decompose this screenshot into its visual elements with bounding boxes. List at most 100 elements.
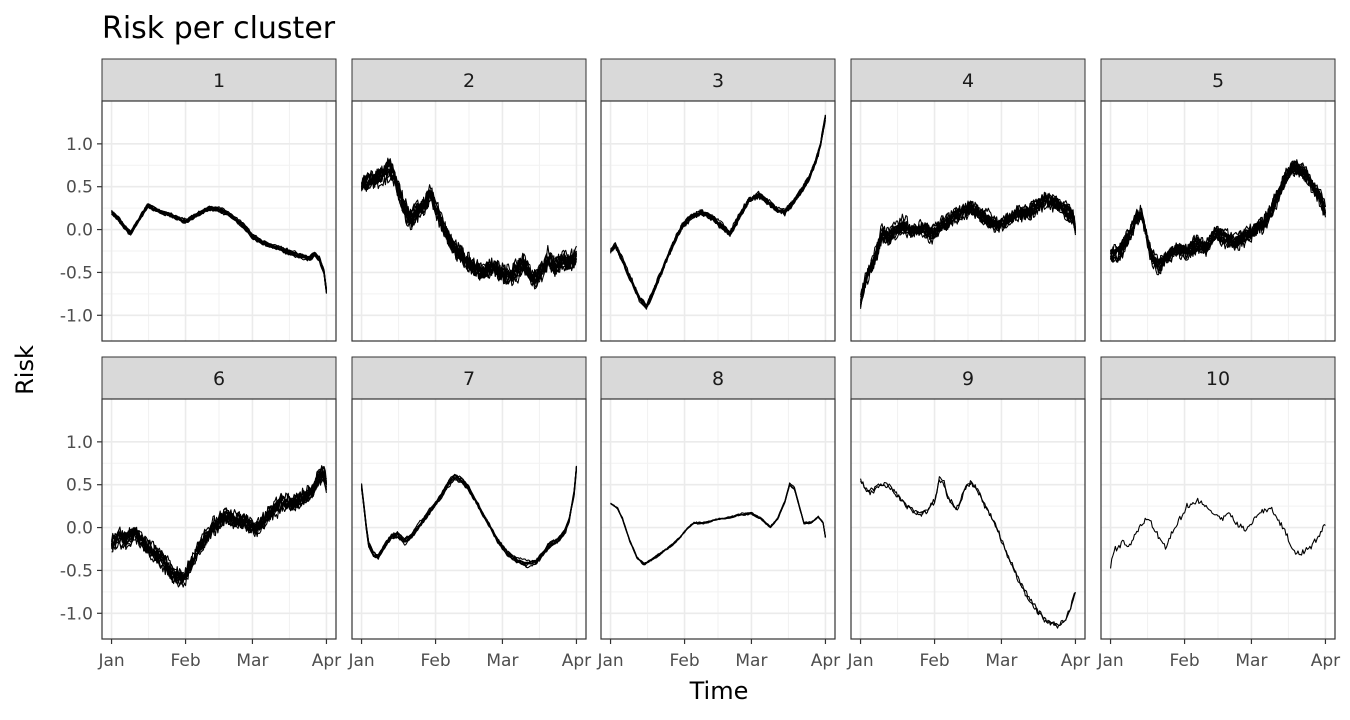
series-line [361,466,577,564]
gridlines [601,399,835,639]
facet-strip [101,58,337,102]
x-tick-label: Jan [347,651,374,671]
x-tick-label: Feb [1170,651,1200,671]
facet-strip-label: 8 [712,368,724,390]
series-group [111,203,327,294]
y-tick-label: 1.0 [66,135,93,155]
series-group [610,482,826,566]
facet-strip-label: 7 [463,368,475,390]
y-tick-label: -1.0 [60,306,93,326]
panel-border [1100,100,1336,342]
gridlines [352,101,586,341]
facet-strip [1100,58,1336,102]
series-line [1110,164,1326,274]
facet-panel-6: 6 1.0 0.5 0.0 -0.5 -1.0 Jan Feb Mar Apr [60,356,341,671]
facet-strip [101,356,337,400]
x-axis-title: Time [689,677,749,705]
gridlines [352,399,586,639]
y-axis-title: Risk [11,345,39,395]
facet-strip-label: 10 [1206,368,1230,390]
panel-border [600,100,836,342]
facet-panel-2: 2 [351,58,587,342]
series-line [361,168,577,290]
series-group [860,191,1076,309]
facet-strip [351,356,587,400]
series-group [111,465,327,588]
facet-strip-label: 1 [213,70,225,92]
series-line [111,205,327,292]
series-group [361,465,577,569]
series-line [111,472,327,579]
facet-panel-8: 8 Jan Feb Mar Apr [596,356,840,671]
y-tick-label: -0.5 [60,263,93,283]
x-tick-label: Apr [562,651,591,671]
facet-strip [1100,356,1336,400]
series-line [860,201,1076,307]
series-line [860,192,1076,298]
y-tick-label: 1.0 [66,433,93,453]
x-tick-label: Apr [1311,651,1340,671]
facet-strip-label: 9 [962,368,974,390]
facet-panel-1: 1 1.0 0.5 0.0 -0.5 -1.0 [60,58,337,342]
x-tick-label: Feb [421,651,451,671]
facet-strip-label: 2 [463,70,475,92]
x-tick-label: Jan [1096,651,1123,671]
series-line [860,476,1076,627]
series-line [111,465,327,582]
series-line [610,483,826,566]
series-line [860,479,1076,629]
panel-border [850,100,1086,342]
facet-strip-label: 5 [1212,70,1224,92]
panel-border [1100,398,1336,640]
gridlines [102,399,336,639]
facet-strip-label: 4 [962,70,974,92]
x-tick-label: Mar [985,651,1017,671]
gridlines [851,101,1085,341]
y-tick-label: 0.0 [66,519,93,539]
x-tick-label: Feb [920,651,950,671]
facet-strip [600,356,836,400]
series-line [361,468,577,569]
facet-panel-5: 5 [1100,58,1336,342]
facet-strip [600,58,836,102]
facet-panel-10: 10 Jan Feb Mar Apr [1096,356,1340,671]
panel-border [351,100,587,342]
x-tick-label: Jan [846,651,873,671]
gridlines [851,399,1085,639]
facet-panel-7: 7 Jan Feb Mar Apr [347,356,591,671]
series-line [361,161,577,278]
x-tick-label: Jan [596,651,623,671]
facet-panel-9: 9 Jan Feb Mar Apr [846,356,1090,671]
x-tick-label: Jan [97,651,124,671]
panel-border [850,398,1086,640]
x-tick-label: Apr [1061,651,1090,671]
x-tick-label: Mar [1235,651,1267,671]
series-line [610,114,826,307]
panel-border [101,398,337,640]
facet-strip-label: 6 [213,368,225,390]
series-line [111,205,327,291]
y-tick-label: -0.5 [60,561,93,581]
gridlines [102,101,336,341]
facet-panel-4: 4 [850,58,1086,342]
series-group [361,157,577,290]
series-group [860,476,1076,629]
facet-panels: 1 1.0 0.5 0.0 -0.5 -1.0 2 3 4 5 6 1.0 0.5 0.0 -0.5 -1.0… [60,58,1340,671]
y-tick-label: 0.5 [66,178,93,198]
series-group [610,114,826,310]
y-tick-label: 0.0 [66,221,93,241]
x-tick-label: Feb [670,651,700,671]
x-tick-label: Feb [171,651,201,671]
x-tick-label: Mar [735,651,767,671]
x-tick-label: Mar [486,651,518,671]
x-tick-label: Apr [811,651,840,671]
x-tick-label: Apr [312,651,341,671]
series-group [1110,159,1326,276]
facet-strip-label: 3 [712,70,724,92]
series-line [111,474,327,586]
chart-title: Risk per cluster [102,11,336,46]
series-line [1110,497,1326,569]
y-tick-label: -1.0 [60,604,93,624]
x-tick-label: Mar [236,651,268,671]
